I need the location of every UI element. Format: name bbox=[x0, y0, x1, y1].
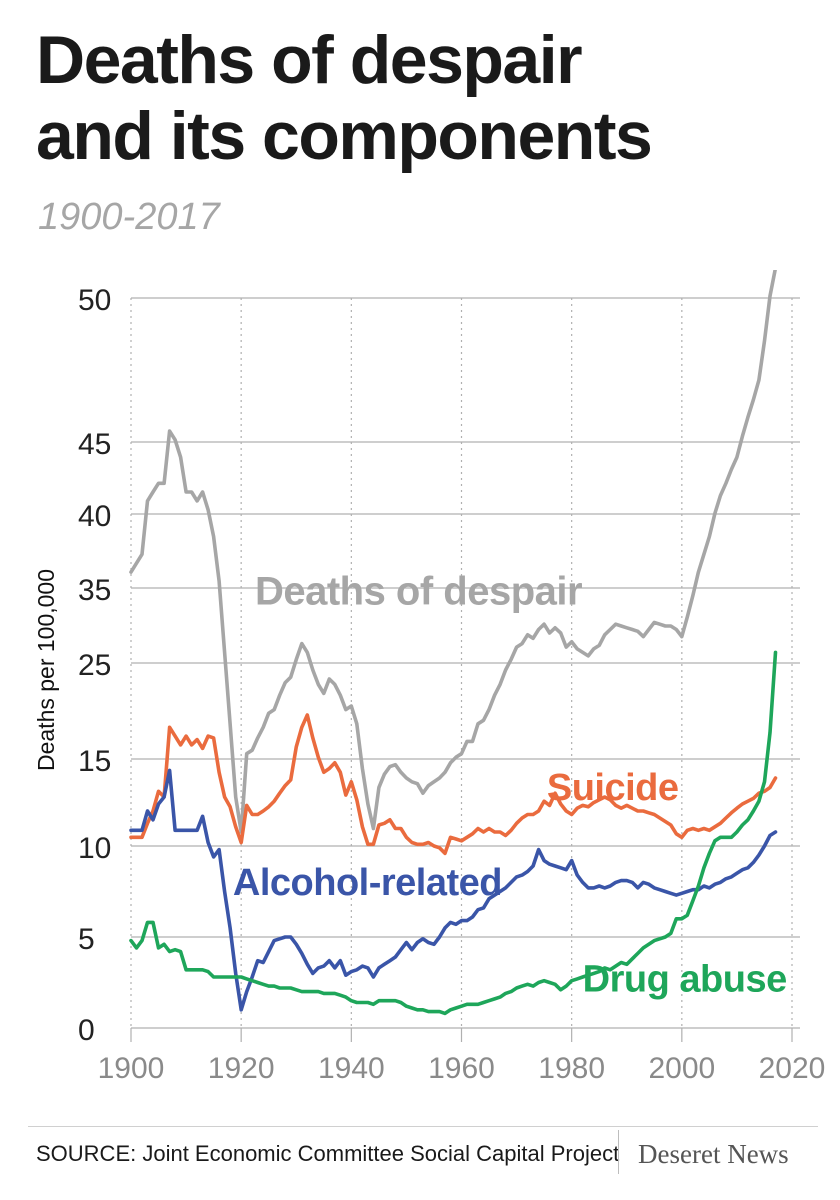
y-tick-label: 0 bbox=[78, 1014, 95, 1047]
chart-title-line-2: and its components bbox=[36, 98, 653, 174]
brand-logo: Deseret News bbox=[638, 1139, 789, 1169]
series-line-alcohol-related bbox=[129, 768, 778, 1012]
series-line-suicide bbox=[129, 713, 778, 856]
y-tick-label: 50 bbox=[78, 284, 111, 317]
y-tick-label: 15 bbox=[78, 745, 111, 778]
series-line-deaths-of-despair bbox=[129, 270, 777, 834]
series-line-drug-abuse bbox=[129, 650, 778, 1016]
series-lines bbox=[129, 270, 778, 1016]
y-tick-label: 35 bbox=[78, 574, 111, 607]
series-label-suicide: Suicide bbox=[547, 767, 679, 809]
y-tick-label: 5 bbox=[78, 923, 95, 956]
series-label-deaths-of-despair: Deaths of despair bbox=[255, 569, 582, 613]
footer-divider bbox=[28, 1126, 818, 1127]
axes: 0 5 10 15 25 35 40 45 50 1900 1920 1940 1960 1980 2000… bbox=[33, 284, 825, 1085]
x-tick-label: 2000 bbox=[648, 1052, 715, 1085]
x-tick-label: 1980 bbox=[538, 1052, 605, 1085]
x-tick-label: 1900 bbox=[98, 1052, 165, 1085]
y-tick-label: 40 bbox=[78, 500, 111, 533]
y-tick-label: 10 bbox=[78, 832, 111, 865]
chart-title-line-1: Deaths of despair bbox=[36, 22, 583, 98]
series-labels: Deaths of despair Suicide Alcohol-related D… bbox=[233, 569, 787, 1000]
x-tick-label: 2020 bbox=[759, 1052, 826, 1085]
chart-title: Deaths of despair and its components bbox=[36, 22, 653, 174]
footer-separator bbox=[618, 1130, 619, 1174]
x-tick-label: 1920 bbox=[208, 1052, 275, 1085]
chart-subtitle: 1900-2017 bbox=[38, 196, 220, 238]
line-chart: 0 5 10 15 25 35 40 45 50 1900 1920 1940 1960 1980 2000… bbox=[33, 270, 825, 1085]
y-tick-label: 25 bbox=[78, 649, 111, 682]
grid bbox=[130, 297, 800, 1042]
x-tick-label: 1940 bbox=[318, 1052, 385, 1085]
x-tick-label: 1960 bbox=[428, 1052, 495, 1085]
series-label-drug-abuse: Drug abuse bbox=[583, 959, 787, 1001]
y-axis-label: Deaths per 100,000 bbox=[33, 569, 59, 771]
y-tick-label: 45 bbox=[78, 428, 111, 461]
series-label-alcohol-related: Alcohol-related bbox=[233, 862, 502, 904]
source-note: SOURCE: Joint Economic Committee Social … bbox=[36, 1141, 620, 1166]
